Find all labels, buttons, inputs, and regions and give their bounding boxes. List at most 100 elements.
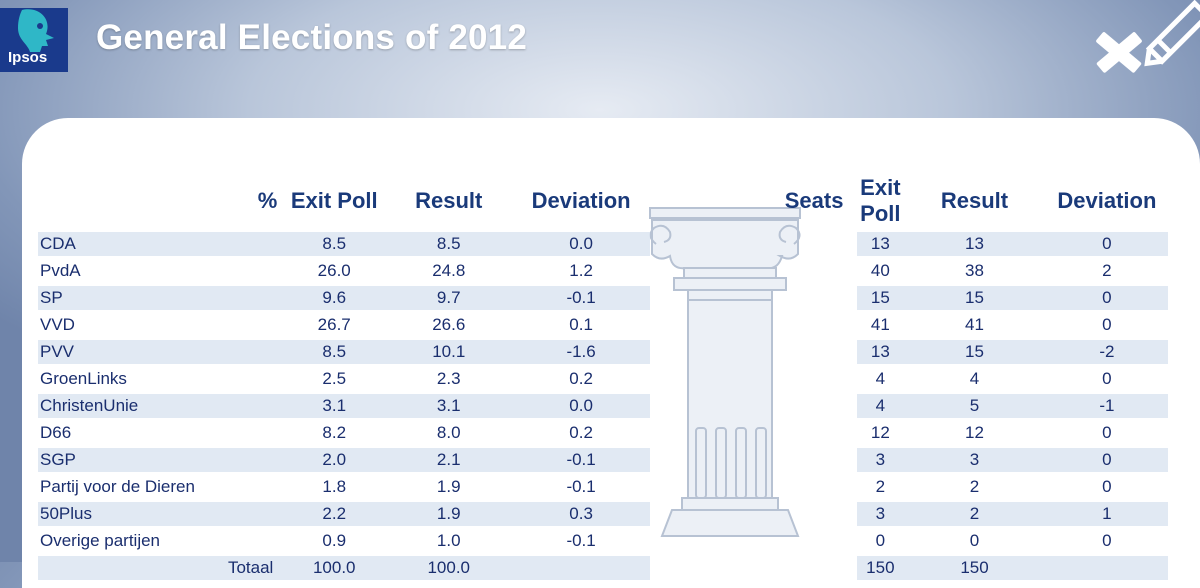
deviation-percent: 0.0 xyxy=(512,394,650,418)
exit-poll-percent: 8.5 xyxy=(283,232,386,256)
table-row: D66 8.2 8.0 0.2 12 12 0 xyxy=(38,421,1168,445)
party-name: Overige partijen xyxy=(40,531,161,550)
deviation-percent: -1.6 xyxy=(512,340,650,364)
party-name: VVD xyxy=(40,315,75,334)
table-row: 50Plus 2.2 1.9 0.3 3 2 1 xyxy=(38,502,1168,526)
deviation-seats: 0 xyxy=(1045,232,1168,256)
deviation-percent: 0.2 xyxy=(569,423,593,442)
deviation-seats: 0 xyxy=(1045,286,1168,310)
result-seats: 15 xyxy=(903,286,1046,310)
party-name: ChristenUnie xyxy=(38,394,284,418)
exit-poll-seats: 4 xyxy=(857,394,904,418)
deviation-seats: 0 xyxy=(1102,531,1112,550)
page-title: General Elections of 2012 xyxy=(96,18,528,57)
party-name: GroenLinks xyxy=(40,369,127,388)
exit-poll-seats: 15 xyxy=(857,286,904,310)
deviation-seats: 0 xyxy=(1102,315,1112,334)
party-name: PVV xyxy=(38,340,284,364)
table-row: VVD 26.7 26.6 0.1 41 41 0 xyxy=(38,313,1168,337)
party-name: SP xyxy=(38,286,284,310)
result-seats: 0 xyxy=(969,531,980,550)
result-percent: 1.0 xyxy=(436,531,461,550)
result-seats: 3 xyxy=(903,448,1046,472)
column-pillar-icon xyxy=(649,207,801,537)
total-exit-poll-seats: 150 xyxy=(857,556,904,580)
result-seats: 38 xyxy=(965,261,984,280)
results-table: % Exit Poll Result Deviation Seats Exit … xyxy=(38,172,1168,583)
header-percent: % xyxy=(257,188,278,213)
result-percent: 24.8 xyxy=(432,261,466,280)
total-exit-poll-percent: 100.0 xyxy=(283,556,386,580)
party-name: CDA xyxy=(38,232,284,256)
header-result-seats: Result xyxy=(940,188,1009,213)
exit-poll-percent: 1.8 xyxy=(322,477,347,496)
result-percent: 1.9 xyxy=(385,502,513,526)
table-row: CDA 8.5 8.5 0.0 13 13 0 xyxy=(38,232,1168,256)
exit-poll-seats: 0 xyxy=(875,531,886,550)
exit-poll-percent: 2.5 xyxy=(322,369,347,388)
party-name: PvdA xyxy=(40,261,81,280)
result-percent: 1.9 xyxy=(436,477,461,496)
table-row: SGP 2.0 2.1 -0.1 3 3 0 xyxy=(38,448,1168,472)
result-percent: 8.5 xyxy=(385,232,513,256)
deviation-seats: 0 xyxy=(1102,369,1112,388)
deviation-seats: 0 xyxy=(1102,423,1112,442)
header-deviation-seats: Deviation xyxy=(1057,188,1157,213)
result-percent: 10.1 xyxy=(385,340,513,364)
result-seats: 2 xyxy=(903,502,1046,526)
deviation-percent: 0.0 xyxy=(512,232,650,256)
deviation-seats: 1 xyxy=(1045,502,1168,526)
ipsos-logo-icon xyxy=(18,9,54,52)
deviation-seats: 0 xyxy=(1045,448,1168,472)
deviation-seats: 0 xyxy=(1102,477,1112,496)
header-result-percent: Result xyxy=(415,188,483,213)
result-seats: 2 xyxy=(969,477,980,496)
exit-poll-percent: 8.2 xyxy=(322,423,347,442)
party-name: Partij voor de Dieren xyxy=(40,477,195,496)
result-percent: 2.3 xyxy=(436,369,461,388)
table-row: Overige partijen 0.9 1.0 -0.1 0 0 0 xyxy=(38,529,1168,553)
ipsos-logo: Ipsos xyxy=(0,8,68,72)
result-seats: 4 xyxy=(969,369,980,388)
result-percent: 26.6 xyxy=(432,315,466,334)
result-seats: 15 xyxy=(903,340,1046,364)
exit-poll-seats: 3 xyxy=(857,502,904,526)
table-row: GroenLinks 2.5 2.3 0.2 4 4 0 xyxy=(38,367,1168,391)
deviation-percent: 0.2 xyxy=(569,369,593,388)
deviation-seats: -1 xyxy=(1045,394,1168,418)
exit-poll-seats: 12 xyxy=(870,423,890,442)
party-name: SGP xyxy=(38,448,284,472)
ballot-cross-pencil-icon xyxy=(1096,0,1200,73)
header-exit-poll-seats: Exit Poll xyxy=(860,175,901,226)
deviation-percent: 0.3 xyxy=(512,502,650,526)
deviation-percent: -0.1 xyxy=(566,531,596,550)
table-row: PvdA 26.0 24.8 1.2 40 38 2 xyxy=(38,259,1168,283)
deviation-percent: -0.1 xyxy=(566,477,596,496)
deviation-percent: -0.1 xyxy=(512,286,650,310)
exit-poll-seats: 2 xyxy=(875,477,886,496)
result-percent: 3.1 xyxy=(385,394,513,418)
exit-poll-seats: 3 xyxy=(857,448,904,472)
result-percent: 8.0 xyxy=(436,423,461,442)
exit-poll-percent: 26.0 xyxy=(317,261,351,280)
deviation-percent: -0.1 xyxy=(512,448,650,472)
table-row: PVV 8.5 10.1 -1.6 13 15 -2 xyxy=(38,340,1168,364)
exit-poll-seats: 13 xyxy=(857,232,904,256)
table-row: Partij voor de Dieren 1.8 1.9 -0.1 2 2 0 xyxy=(38,475,1168,499)
header-deviation-percent: Deviation xyxy=(531,188,631,213)
result-seats: 12 xyxy=(965,423,984,442)
exit-poll-percent: 2.0 xyxy=(283,448,386,472)
exit-poll-percent: 2.2 xyxy=(283,502,386,526)
party-name: 50Plus xyxy=(38,502,284,526)
header-seats: Seats xyxy=(784,188,844,213)
logo-text: Ipsos xyxy=(8,49,48,66)
exit-poll-percent: 0.9 xyxy=(322,531,347,550)
result-seats: 13 xyxy=(903,232,1046,256)
table-row: ChristenUnie 3.1 3.1 0.0 4 5 -1 xyxy=(38,394,1168,418)
exit-poll-seats: 13 xyxy=(857,340,904,364)
total-result-percent: 100.0 xyxy=(385,556,513,580)
deviation-percent: 1.2 xyxy=(569,261,593,280)
table-row: SP 9.6 9.7 -0.1 15 15 0 xyxy=(38,286,1168,310)
result-percent: 2.1 xyxy=(385,448,513,472)
exit-poll-seats: 4 xyxy=(875,369,886,388)
